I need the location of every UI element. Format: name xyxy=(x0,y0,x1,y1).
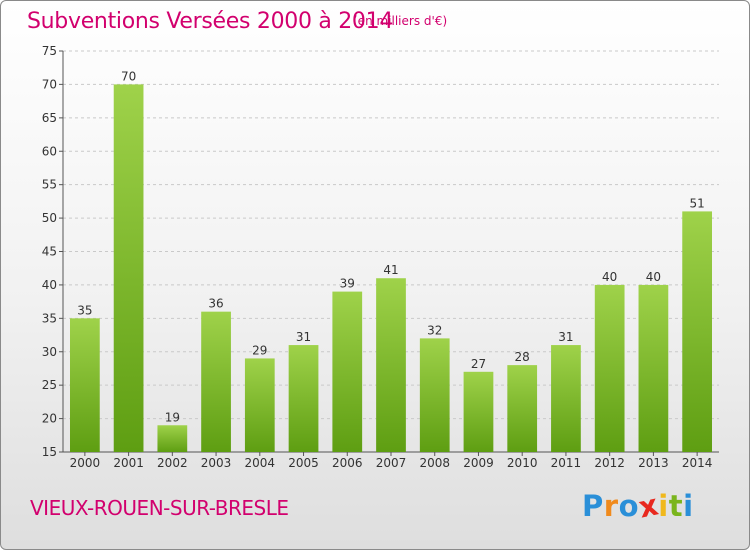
x-tick-label: 2007 xyxy=(376,456,407,470)
y-tick-label: 15 xyxy=(42,445,57,459)
logo-letter: P xyxy=(582,489,604,523)
x-tick-labels: 2000 2001 2002 2003 2004 2005 2006 2007 2008 2009… xyxy=(70,456,713,470)
logo-letter: r xyxy=(603,489,619,523)
chart-title: Subventions Versées 2000 à 2014 xyxy=(27,9,394,34)
logo-letter: i xyxy=(658,489,669,523)
x-tick-label: 2013 xyxy=(638,456,669,470)
bar-2012 xyxy=(594,284,625,452)
bar-2000 xyxy=(69,318,100,452)
y-tick-label: 55 xyxy=(42,178,57,192)
bar-2009 xyxy=(463,371,494,452)
value-label: 40 xyxy=(602,270,617,284)
value-label: 51 xyxy=(689,196,704,210)
bar-2013 xyxy=(638,284,669,452)
bar-2011 xyxy=(551,345,581,452)
value-label: 40 xyxy=(646,270,661,284)
y-tick-label: 45 xyxy=(42,245,57,259)
bars xyxy=(69,84,713,453)
x-tick-label: 2012 xyxy=(594,456,625,470)
bar-2014 xyxy=(682,211,713,452)
value-label: 31 xyxy=(296,330,311,344)
y-tick-label: 60 xyxy=(42,144,57,158)
x-tick-label: 2005 xyxy=(288,456,319,470)
value-label: 32 xyxy=(427,323,442,337)
bar-2010 xyxy=(507,365,538,452)
commune-name: VIEUX-ROUEN-SUR-BRESLE xyxy=(30,496,289,520)
x-tick-label: 2008 xyxy=(419,456,450,470)
x-tick-label: 2009 xyxy=(463,456,494,470)
value-label: 36 xyxy=(208,297,223,311)
bar-2007 xyxy=(376,278,406,452)
value-label: 41 xyxy=(383,263,398,277)
logo-letter: t xyxy=(668,489,684,523)
x-tick-label: 2011 xyxy=(551,456,582,470)
value-labels: 35 70 19 36 29 31 39 41 32 27 28 31 40 40 51 xyxy=(77,69,705,424)
bar-2001 xyxy=(113,84,144,453)
x-tick-label: 2010 xyxy=(507,456,538,470)
x-tick-label: 2004 xyxy=(245,456,276,470)
x-tick-label: 2000 xyxy=(70,456,101,470)
y-tick-label: 70 xyxy=(42,77,57,91)
bar-2008 xyxy=(419,338,450,452)
y-tick-label: 65 xyxy=(42,111,57,125)
logo-letter: o xyxy=(618,489,640,523)
y-tick-label: 35 xyxy=(42,311,57,325)
value-label: 35 xyxy=(77,303,92,317)
y-tick-labels: 15 20 25 30 35 40 45 50 55 60 65 70 75 xyxy=(42,44,57,459)
x-tick-label: 2003 xyxy=(201,456,232,470)
y-tick-label: 20 xyxy=(42,412,57,426)
y-tick-label: 50 xyxy=(42,211,57,225)
bar-2006 xyxy=(332,291,363,452)
value-label: 27 xyxy=(471,357,486,371)
value-label: 31 xyxy=(558,330,573,344)
bar-2003 xyxy=(201,311,231,452)
value-label: 19 xyxy=(165,410,180,424)
chart-unit: (en milliers d'€) xyxy=(353,14,448,28)
value-label: 70 xyxy=(121,69,136,83)
x-tick-label: 2002 xyxy=(157,456,188,470)
bar-2002 xyxy=(157,425,188,452)
value-label: 29 xyxy=(252,343,267,357)
value-label: 39 xyxy=(340,277,355,291)
x-tick-label: 2001 xyxy=(113,456,144,470)
x-tick-label: 2014 xyxy=(682,456,713,470)
bar-2005 xyxy=(288,345,319,452)
y-tick-label: 25 xyxy=(42,378,57,392)
value-label: 28 xyxy=(515,350,530,364)
x-tick-label: 2006 xyxy=(332,456,363,470)
y-tick-label: 30 xyxy=(42,345,57,359)
logo-letter: i xyxy=(683,489,694,523)
proxiti-logo: Proxiti xyxy=(582,487,694,524)
y-tick-label: 75 xyxy=(42,44,57,58)
y-tick-label: 40 xyxy=(42,278,57,292)
bar-2004 xyxy=(244,358,275,452)
